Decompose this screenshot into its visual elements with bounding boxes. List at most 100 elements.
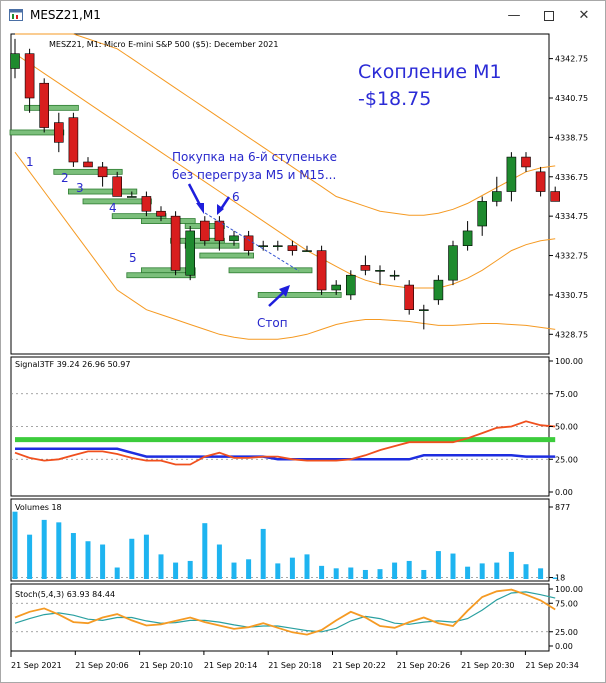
buy-arrow-icon bbox=[187, 183, 204, 214]
x-tick-label: 21 Sep 20:06 bbox=[75, 661, 128, 670]
buy-arrow-icon-2 bbox=[217, 196, 231, 215]
candle-body bbox=[272, 245, 283, 247]
x-tick-label: 21 Sep 2021 bbox=[11, 661, 62, 670]
signal-y-tick-label: 25.00 bbox=[555, 455, 578, 464]
title-bar: MESZ21,M1 — ✕ bbox=[1, 1, 605, 31]
minimize-button[interactable]: — bbox=[501, 5, 527, 27]
candle-body bbox=[141, 196, 152, 212]
candle-body bbox=[24, 53, 35, 99]
volume-y-tick-label: 877 bbox=[555, 503, 570, 512]
step-label-1: 1 bbox=[26, 155, 34, 169]
chart-info-label: MESZ21, M1: Micro E-mini S&P 500 ($5): D… bbox=[49, 40, 278, 49]
candle-body bbox=[521, 156, 531, 168]
level-bar bbox=[68, 188, 138, 195]
volume-bar bbox=[435, 551, 441, 579]
volume-bar bbox=[12, 511, 18, 579]
level-bar bbox=[228, 267, 313, 274]
maximize-button[interactable] bbox=[536, 5, 562, 27]
stoch-y-tick-label: 100.00 bbox=[555, 585, 583, 594]
lower-band-line bbox=[14, 151, 556, 340]
volume-bar bbox=[56, 522, 62, 579]
signal-y-tick-label: 100.00 bbox=[555, 357, 583, 366]
level-bar bbox=[9, 129, 65, 136]
candle-body bbox=[491, 191, 502, 202]
stoch-main-line bbox=[14, 588, 556, 636]
volume-bar bbox=[538, 568, 544, 579]
y-tick-label: 4342.75 bbox=[555, 55, 588, 64]
candle-body bbox=[68, 117, 79, 163]
volume-bar bbox=[100, 544, 106, 579]
middle-band-line bbox=[14, 53, 556, 289]
volume-bar bbox=[85, 541, 91, 579]
candle-body bbox=[375, 270, 385, 272]
candle-body bbox=[53, 122, 64, 143]
candle-body bbox=[404, 284, 415, 310]
volume-bar bbox=[260, 528, 266, 579]
signal-panel-frame bbox=[10, 356, 550, 497]
candle-body bbox=[156, 210, 166, 217]
level-bar bbox=[111, 213, 167, 220]
stoch-y-tick-label: 0.00 bbox=[555, 642, 573, 651]
candle-body bbox=[331, 284, 342, 291]
volume-bar bbox=[70, 533, 76, 579]
volume-bar bbox=[216, 544, 222, 579]
volume-bar bbox=[246, 559, 252, 579]
volume-bar bbox=[392, 562, 398, 579]
volume-bar bbox=[421, 569, 427, 579]
buy-annotation-line-2: без перегруза М5 и М15... bbox=[172, 168, 336, 182]
candle-body bbox=[200, 220, 210, 242]
candle-body bbox=[550, 191, 561, 202]
candle-body bbox=[535, 171, 546, 192]
volume-bar bbox=[479, 563, 485, 579]
volume-bar bbox=[304, 554, 310, 579]
volume-panel-label: Volumes 18 bbox=[15, 503, 62, 512]
step-label-2: 2 bbox=[61, 171, 69, 185]
volume-bar bbox=[275, 563, 281, 579]
volume-bar bbox=[114, 567, 120, 579]
candle-body bbox=[345, 274, 356, 296]
step-label-6: 6 bbox=[232, 190, 240, 204]
volume-bar bbox=[289, 557, 295, 579]
close-button[interactable]: ✕ bbox=[571, 5, 597, 27]
volume-bar bbox=[187, 560, 193, 579]
candle-body bbox=[506, 156, 517, 192]
candle-body bbox=[477, 201, 488, 227]
volume-bar bbox=[552, 577, 558, 579]
candle-body bbox=[39, 82, 50, 128]
y-tick-label: 4340.75 bbox=[555, 94, 588, 103]
volume-bar bbox=[450, 553, 456, 579]
y-tick-label: 4332.75 bbox=[555, 252, 588, 261]
volume-bar bbox=[173, 562, 179, 579]
stoch-signal-line bbox=[14, 591, 556, 633]
candle-body bbox=[302, 250, 312, 252]
volume-bar bbox=[494, 562, 500, 579]
step-label-4: 4 bbox=[109, 201, 117, 215]
signal-red-line bbox=[14, 420, 556, 466]
volume-bar bbox=[523, 564, 529, 579]
candle-body bbox=[127, 196, 137, 198]
candle-body bbox=[229, 235, 239, 242]
candle-body bbox=[214, 220, 225, 242]
candle-body bbox=[112, 176, 122, 197]
volume-bar bbox=[508, 551, 514, 579]
step-label-5: 5 bbox=[129, 251, 137, 265]
y-tick-label: 4330.75 bbox=[555, 291, 588, 300]
x-tick-label: 21 Sep 20:30 bbox=[461, 661, 514, 670]
maximize-icon bbox=[544, 11, 554, 21]
signal-panel-label: Signal3TF 39.24 26.96 50.97 bbox=[15, 360, 131, 369]
buy-annotation-line-1: Покупка на 6-й ступеньке bbox=[172, 150, 337, 164]
volume-bar bbox=[348, 567, 354, 579]
big-title-line-1: Скопление М1 bbox=[358, 61, 502, 83]
stoch-y-tick-label: 25.00 bbox=[555, 628, 578, 637]
volume-bar bbox=[465, 566, 471, 579]
upper-band-line bbox=[15, 33, 556, 216]
signal-y-tick-label: 50.00 bbox=[555, 423, 578, 432]
stop-arrow-icon bbox=[268, 285, 290, 307]
candle-body bbox=[185, 230, 195, 276]
volume-bar bbox=[143, 534, 149, 579]
close-icon: ✕ bbox=[578, 8, 590, 23]
volume-bar bbox=[231, 562, 237, 579]
volume-bar bbox=[158, 554, 164, 579]
volume-bar bbox=[41, 519, 47, 579]
